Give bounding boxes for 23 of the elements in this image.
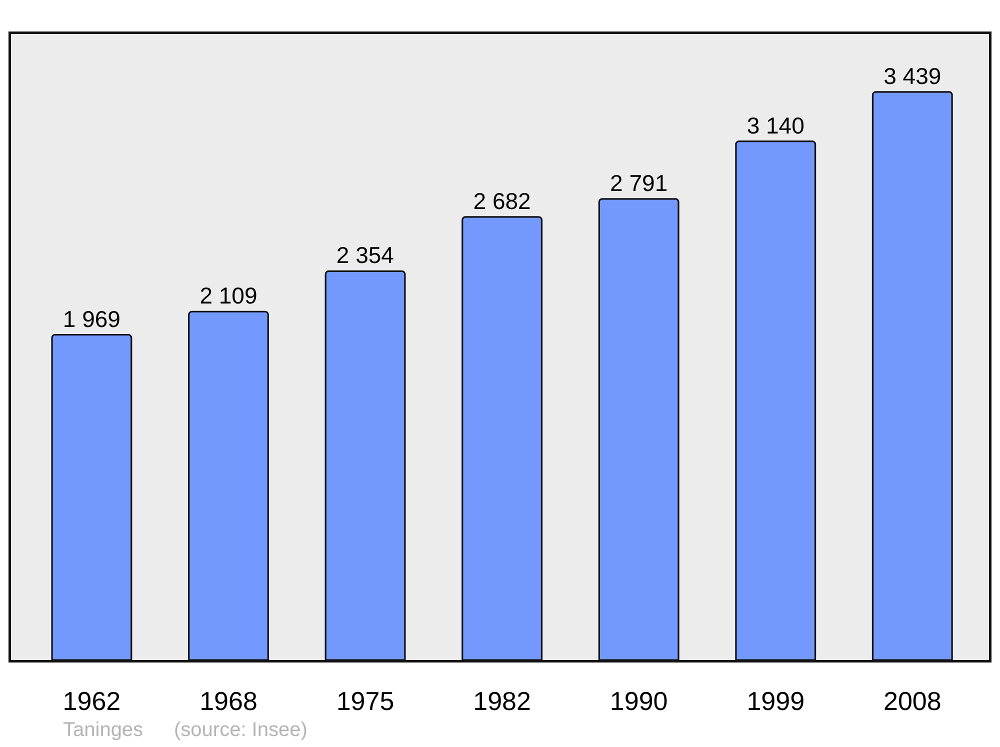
x-tick-label: 1962	[62, 686, 121, 716]
data-label: 3 140	[746, 112, 804, 138]
data-label: 2 791	[610, 170, 668, 196]
bar	[735, 140, 816, 660]
bar	[872, 91, 953, 660]
bar	[462, 216, 543, 660]
x-tick-label: 1968	[200, 686, 258, 716]
data-label: 2 354	[336, 242, 394, 268]
text: Taninges	[63, 719, 144, 741]
data-label: 2 109	[200, 282, 258, 309]
data-label: 3 439	[884, 62, 942, 89]
bar	[188, 310, 269, 660]
text: (source: Insee)	[174, 719, 308, 741]
x-tick-label: 1975	[336, 686, 394, 716]
x-tick-label: 1982	[473, 686, 531, 716]
bar	[598, 198, 680, 660]
data-label: 1 969	[62, 306, 120, 332]
bar	[324, 270, 406, 660]
data-label: 2 682	[473, 188, 531, 214]
x-tick-label: 2008	[883, 686, 942, 716]
x-tick-label: 1999	[746, 686, 805, 716]
bar	[51, 334, 132, 660]
x-tick-label: 1990	[610, 686, 668, 716]
